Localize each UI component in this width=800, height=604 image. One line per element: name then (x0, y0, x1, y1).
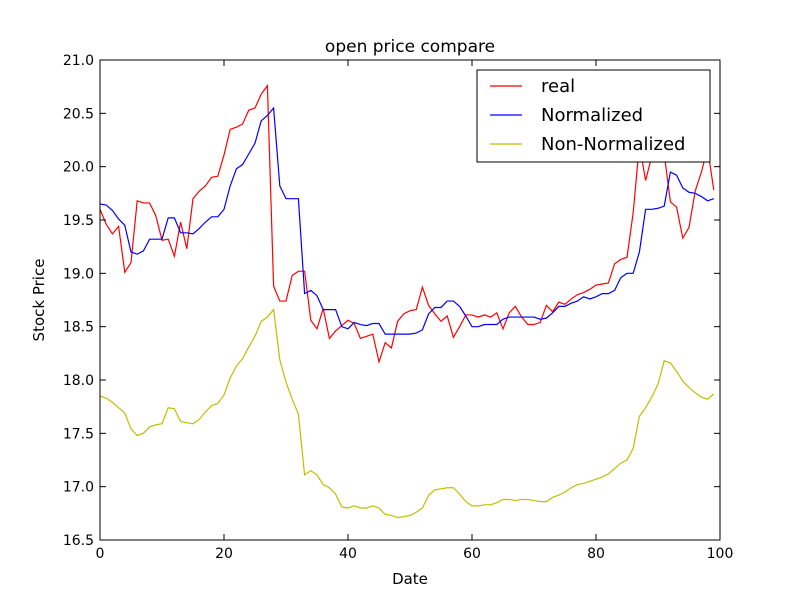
x-tick-label: 80 (587, 546, 605, 562)
y-tick-label: 19.5 (63, 213, 94, 229)
y-tick-label: 19.0 (63, 266, 94, 282)
series-line-normalized (100, 106, 714, 335)
plot-area-frame (99, 59, 721, 541)
y-tick-label: 17.5 (63, 426, 94, 442)
y-tick-label: 16.5 (63, 533, 94, 549)
series-line-real (100, 83, 715, 365)
y-axis-label: Stock Price (30, 259, 48, 342)
y-tick-label: 21.0 (63, 53, 94, 69)
x-axis-label: Date (392, 570, 428, 588)
y-tick-label: 17.0 (63, 480, 94, 496)
y-tick-label: 18.5 (63, 320, 94, 336)
series-lines (100, 83, 715, 519)
y-tick-label: 20.5 (63, 106, 94, 122)
chart-title: open price compare (325, 37, 495, 57)
x-tick-label: 100 (707, 546, 734, 562)
legend: real Normalized Non-Normalized (476, 69, 711, 163)
y-tick-label: 18.0 (63, 373, 94, 389)
x-tick-label: 0 (96, 546, 105, 562)
legend-label: Normalized (541, 105, 643, 126)
legend-label: real (541, 76, 575, 97)
axis-ticks: 0 20 40 60 80 100 16.5 17.0 17.5 18.0 18.5 19.0 19.5… (63, 53, 734, 562)
x-tick-label: 40 (339, 546, 357, 562)
series-line-non-normalized (100, 308, 715, 519)
x-tick-label: 20 (215, 546, 233, 562)
legend-label: Non-Normalized (541, 134, 685, 155)
x-tick-label: 60 (463, 546, 481, 562)
legend-box (476, 69, 711, 163)
y-tick-label: 20.0 (63, 160, 94, 176)
